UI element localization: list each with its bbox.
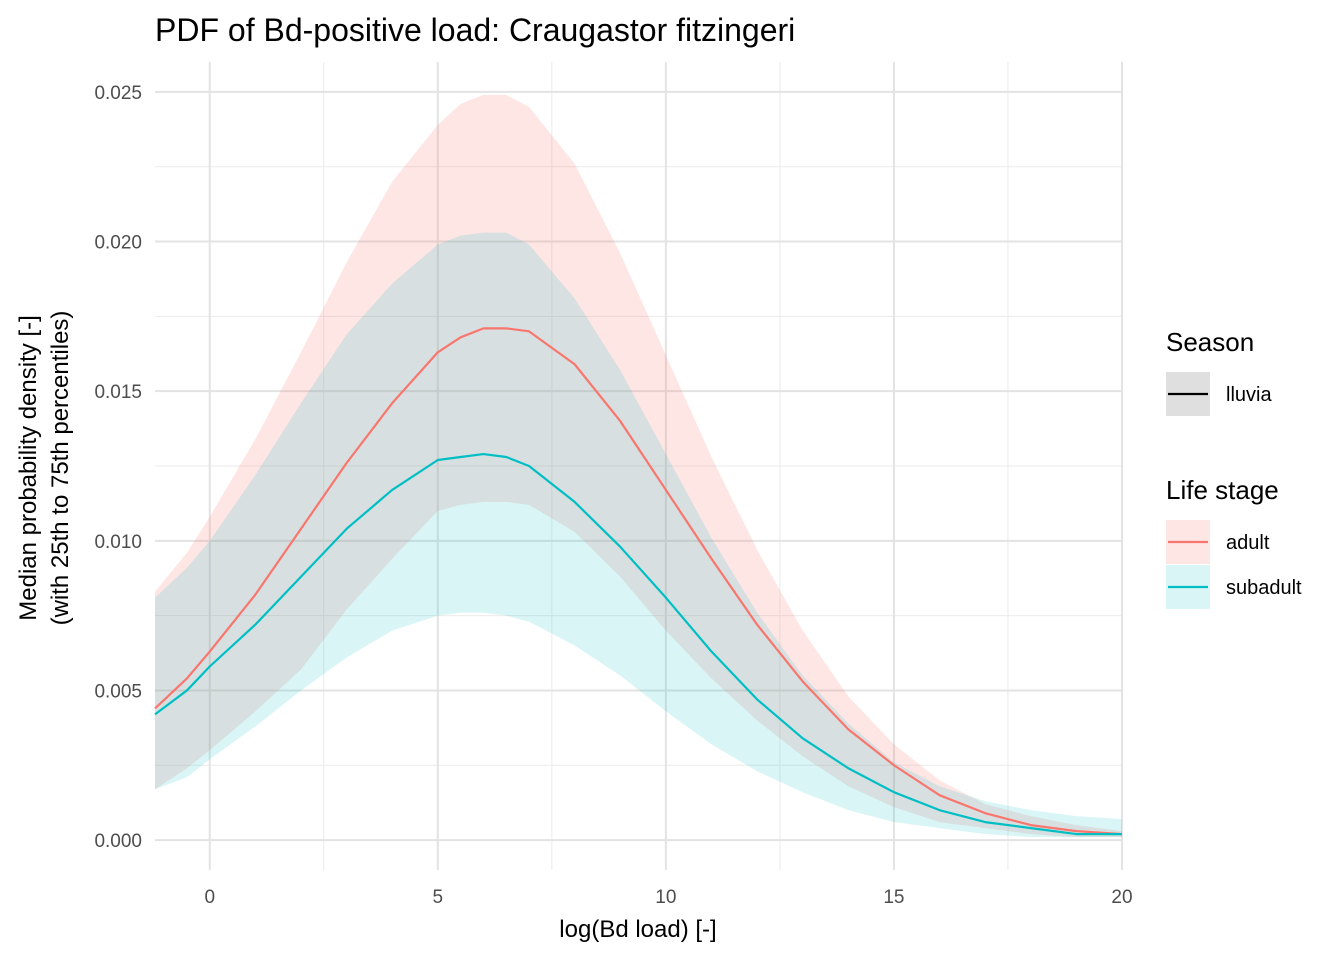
x-axis-ticks: 0 5 10 15 20 (204, 887, 1132, 908)
y-tick-label: 0.005 (94, 681, 142, 702)
legend-label-adult: adult (1226, 532, 1270, 554)
median-line-adult (154, 327, 1123, 836)
legend-title-season: Season (1166, 327, 1254, 357)
legend-label-lluvia: lluvia (1226, 384, 1272, 406)
ribbon-adult (155, 94, 1122, 838)
y-tick-label: 0.020 (94, 233, 142, 254)
y-axis-title-line-2: (with 25th to 75th percentiles) (47, 311, 74, 626)
y-tick-label: 0.015 (94, 382, 142, 403)
y-tick-label: 0.000 (94, 831, 142, 852)
x-tick-label: 5 (433, 887, 444, 908)
legend-label-subadult: subadult (1226, 577, 1302, 599)
x-axis-title: log(Bd load) [-] (559, 916, 716, 943)
x-tick-label: 20 (1111, 887, 1132, 908)
y-tick-label: 0.010 (94, 532, 142, 553)
chart-title: PDF of Bd-positive load: Craugastor fitz… (155, 12, 795, 48)
x-tick-label: 10 (655, 887, 676, 908)
y-axis-ticks: 0.000 0.005 0.010 0.015 0.020 0.025 (94, 83, 142, 852)
ribbons (155, 94, 1122, 838)
ribbon-subadult (155, 232, 1122, 838)
legend-title-life-stage: Life stage (1166, 475, 1279, 505)
x-tick-label: 15 (883, 887, 904, 908)
median-line-subadult (154, 452, 1122, 836)
median-lines (154, 327, 1123, 836)
x-tick-label: 0 (204, 887, 215, 908)
y-tick-label: 0.025 (94, 83, 142, 104)
legend: Season lluvia Life stage adult subadult (1166, 327, 1302, 609)
grid-minor (155, 62, 1122, 870)
y-axis-title-line-1: Median probability density [-] (15, 315, 42, 620)
grid-major (155, 62, 1123, 870)
